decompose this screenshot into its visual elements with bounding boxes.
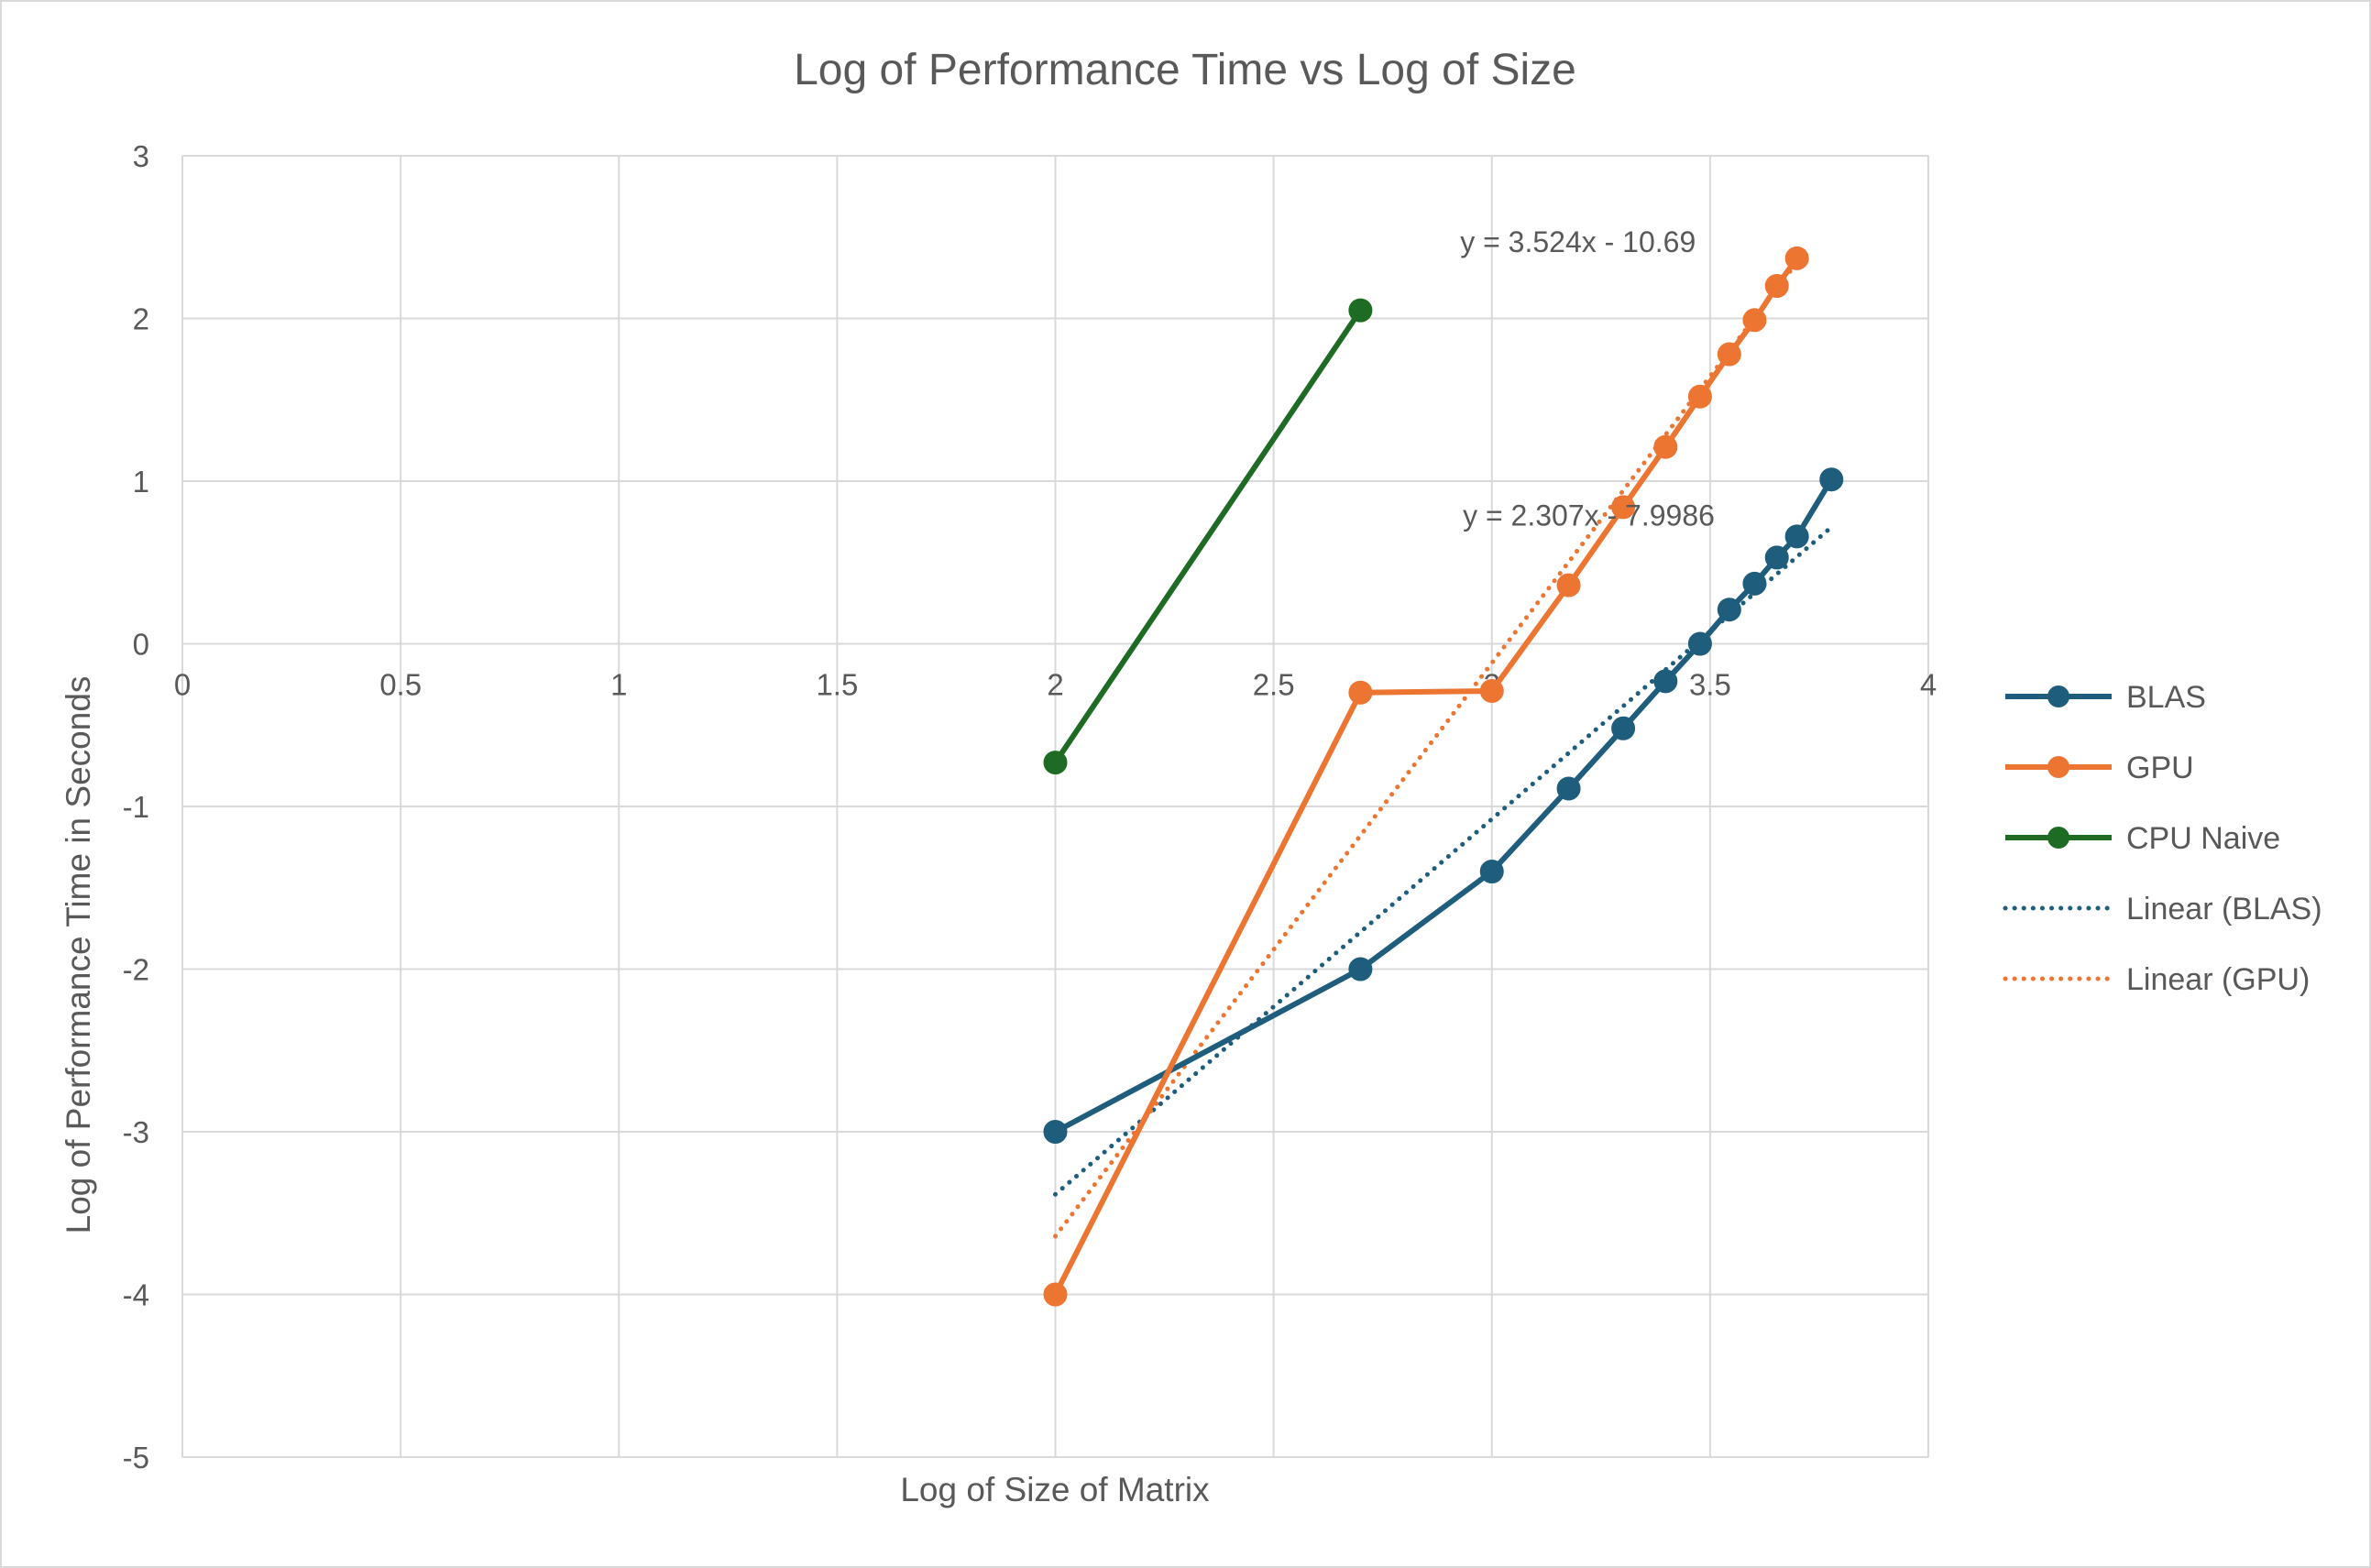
x-tick-label: 1 — [610, 668, 627, 702]
legend-label: BLAS — [2126, 680, 2206, 715]
data-point-blas — [1717, 598, 1741, 622]
data-point-cpu-naive — [1043, 751, 1068, 775]
data-point-gpu — [1479, 678, 1504, 703]
plot-area: y = 2.307x - 7.9986 y = 3.524x - 10.69 — [1043, 225, 1844, 1307]
data-point-gpu — [1764, 274, 1789, 298]
legend: BLAS GPU CPU Naive Linear (BLAS) Linear (GPU… — [2003, 680, 2322, 997]
legend-swatch-marker — [2047, 685, 2069, 707]
y-tick-label: -2 — [123, 953, 149, 987]
data-point-blas — [1556, 776, 1581, 801]
trendline-equation-linear-blas: y = 2.307x - 7.9986 — [1463, 499, 1715, 532]
data-point-blas — [1043, 1120, 1068, 1144]
data-point-gpu — [1611, 495, 1636, 520]
data-point-blas — [1764, 545, 1789, 570]
y-tick-label: 1 — [133, 465, 149, 499]
x-tick-label: 2.5 — [1253, 668, 1295, 702]
x-tick-label: 0 — [174, 668, 191, 702]
data-point-gpu — [1556, 573, 1581, 598]
trendline-linear-gpu — [1053, 259, 1800, 1239]
legend-item-linear-blas: Linear (BLAS) — [2003, 892, 2322, 927]
data-point-gpu — [1687, 384, 1712, 409]
data-point-gpu — [1742, 308, 1767, 333]
legend-item-linear-gpu: Linear (GPU) — [2003, 962, 2310, 997]
data-point-blas — [1611, 716, 1636, 740]
y-tick-label: 2 — [133, 302, 149, 336]
data-point-blas — [1819, 467, 1844, 492]
y-tick-label: 3 — [133, 139, 149, 173]
y-tick-label: -3 — [123, 1115, 149, 1149]
data-point-gpu — [1717, 342, 1741, 367]
legend-swatch-marker — [2047, 756, 2069, 778]
y-tick-label: -5 — [123, 1441, 149, 1475]
y-tick-label: -4 — [123, 1278, 149, 1312]
legend-swatch-marker — [2047, 827, 2069, 849]
x-tick-label: 1.5 — [816, 668, 858, 702]
data-point-blas — [1784, 524, 1809, 549]
x-tick-label: 2 — [1047, 668, 1063, 702]
data-point-blas — [1348, 957, 1373, 981]
data-point-gpu — [1784, 246, 1809, 270]
series-line-cpu-naive — [1053, 308, 1363, 764]
x-tick-label: 0.5 — [379, 668, 422, 702]
legend-item-blas: BLAS — [2005, 680, 2206, 715]
data-point-gpu — [1043, 1282, 1068, 1307]
data-point-blas — [1742, 571, 1767, 596]
chart-title: Log of Performance Time vs Log of Size — [794, 46, 1576, 94]
legend-item-gpu: GPU — [2005, 751, 2194, 785]
data-point-gpu — [1348, 680, 1373, 705]
legend-label: Linear (BLAS) — [2126, 892, 2322, 927]
trendline-equation-linear-gpu: y = 3.524x - 10.69 — [1460, 225, 1696, 258]
legend-item-cpu-naive: CPU Naive — [2005, 821, 2280, 856]
x-tick-label: 3.5 — [1689, 668, 1731, 702]
data-point-blas — [1653, 669, 1678, 694]
y-axis-title: Log of Performance Time in Seconds — [60, 676, 97, 1234]
x-axis-title: Log of Size of Matrix — [900, 1471, 1210, 1508]
legend-label: CPU Naive — [2126, 821, 2280, 856]
legend-label: Linear (GPU) — [2126, 962, 2310, 997]
data-point-cpu-naive — [1348, 298, 1373, 323]
data-point-gpu — [1653, 434, 1678, 459]
y-tick-label: 0 — [133, 628, 149, 662]
data-point-blas — [1687, 631, 1712, 656]
y-tick-label: -1 — [123, 790, 149, 824]
x-tick-label: 4 — [1920, 668, 1937, 702]
legend-label: GPU — [2126, 751, 2194, 785]
data-point-blas — [1479, 860, 1504, 883]
